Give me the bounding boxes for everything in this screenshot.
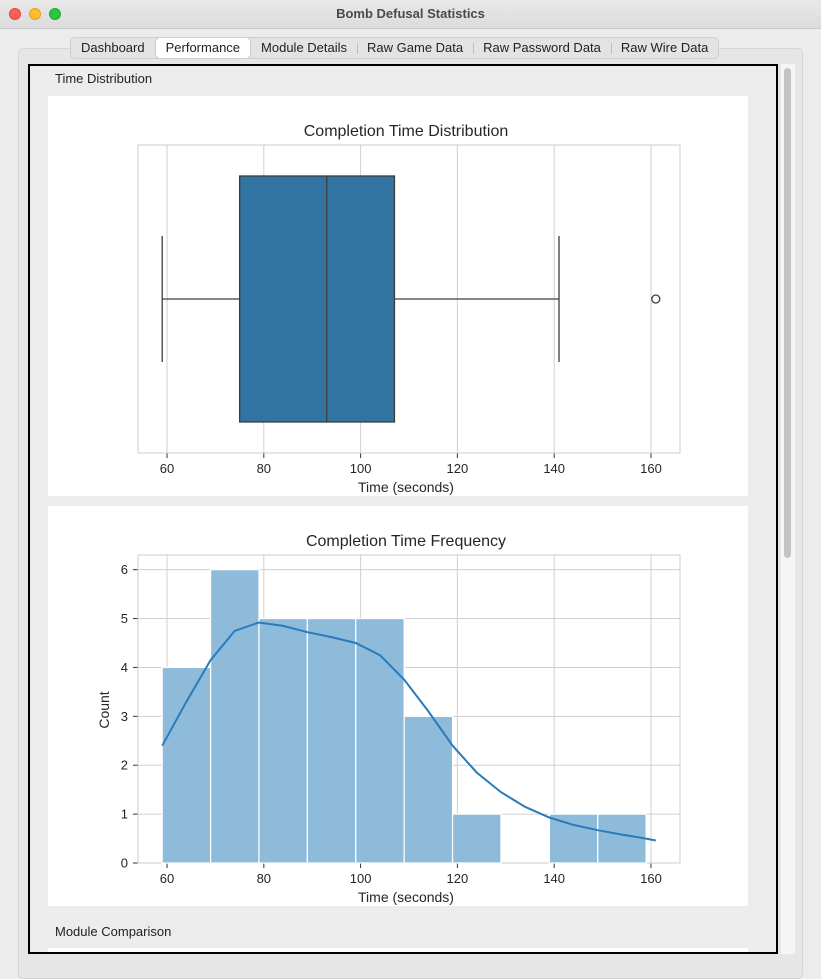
histogram-xtick-label: 160	[640, 871, 662, 886]
tab-module-details[interactable]: Module Details	[261, 40, 348, 55]
scrollbar-thumb[interactable]	[784, 68, 791, 558]
performance-scroll-area[interactable]: Time Distribution Completion Time Distri…	[28, 64, 778, 954]
histogram-xtick-label: 100	[350, 871, 372, 886]
boxplot-chart: Completion Time Distribution Time (secon…	[137, 123, 681, 495]
histogram-xtick-label: 120	[447, 871, 469, 886]
boxplot-xlabel: Time (seconds)	[358, 479, 454, 495]
histogram-ytick-label: 6	[121, 562, 128, 577]
vertical-scrollbar[interactable]	[781, 64, 795, 954]
histogram-bar	[161, 666, 212, 864]
boxplot-xtick-label: 120	[447, 461, 469, 476]
module-comparison-panel	[48, 948, 748, 952]
boxplot-frame	[137, 144, 681, 454]
boxplot-xtick-label: 80	[257, 461, 271, 476]
boxplot-xtick-label: 100	[350, 461, 372, 476]
histogram-xtick-label: 60	[160, 871, 174, 886]
histogram-ylabel: Count	[96, 691, 112, 728]
tab-performance[interactable]: Performance	[155, 38, 251, 58]
tab-raw-password-data[interactable]: Raw Password Data	[473, 38, 611, 58]
title-bar: Bomb Defusal Statistics	[0, 0, 821, 29]
histogram-xtick-label: 140	[543, 871, 565, 886]
window-title: Bomb Defusal Statistics	[336, 6, 485, 21]
close-window-button[interactable]	[9, 8, 21, 20]
boxplot-xtick-label: 60	[160, 461, 174, 476]
histogram-xtick-label: 80	[257, 871, 271, 886]
histogram-title: Completion Time Frequency	[306, 533, 506, 550]
boxplot-outlier	[651, 294, 661, 304]
histogram-ytick-label: 4	[121, 660, 128, 675]
minimize-window-button[interactable]	[29, 8, 41, 20]
histogram-bar	[548, 813, 599, 864]
boxplot-box	[238, 175, 396, 423]
boxplot-title: Completion Time Distribution	[304, 123, 509, 140]
boxplot-panel: Completion Time Distribution Time (secon…	[48, 96, 748, 496]
boxplot-xtick-label: 160	[640, 461, 662, 476]
tab-bar: Dashboard Performance Module Details Raw…	[70, 37, 720, 59]
histogram-bar	[597, 813, 647, 864]
tab-raw-game-data[interactable]: Raw Game Data	[357, 38, 473, 58]
histogram-ytick-label: 2	[121, 758, 128, 773]
group-label-module-comparison: Module Comparison	[55, 924, 172, 939]
tab-dashboard[interactable]: Dashboard	[81, 40, 145, 55]
tab-raw-wire-data[interactable]: Raw Wire Data	[610, 38, 718, 58]
boxplot-xtick-label: 140	[543, 461, 565, 476]
histogram-ytick-label: 1	[121, 807, 128, 822]
histogram-chart: Completion Time Frequency Time (seconds)…	[96, 533, 681, 905]
histogram-ytick-label: 5	[121, 611, 128, 626]
group-label-time-distribution: Time Distribution	[55, 71, 153, 86]
zoom-window-button[interactable]	[49, 8, 61, 20]
histogram-ytick-label: 3	[121, 709, 128, 724]
histogram-bar	[306, 617, 357, 864]
histogram-bar	[258, 617, 308, 864]
histogram-bar	[355, 617, 405, 864]
histogram-bar	[209, 569, 260, 864]
histogram-xlabel: Time (seconds)	[358, 889, 454, 905]
histogram-bar	[451, 813, 502, 864]
histogram-kde-line	[161, 621, 656, 842]
histogram-bar	[403, 715, 454, 864]
histogram-ytick-label: 0	[121, 856, 128, 871]
histogram-panel: Completion Time Frequency Time (seconds)…	[48, 506, 748, 906]
